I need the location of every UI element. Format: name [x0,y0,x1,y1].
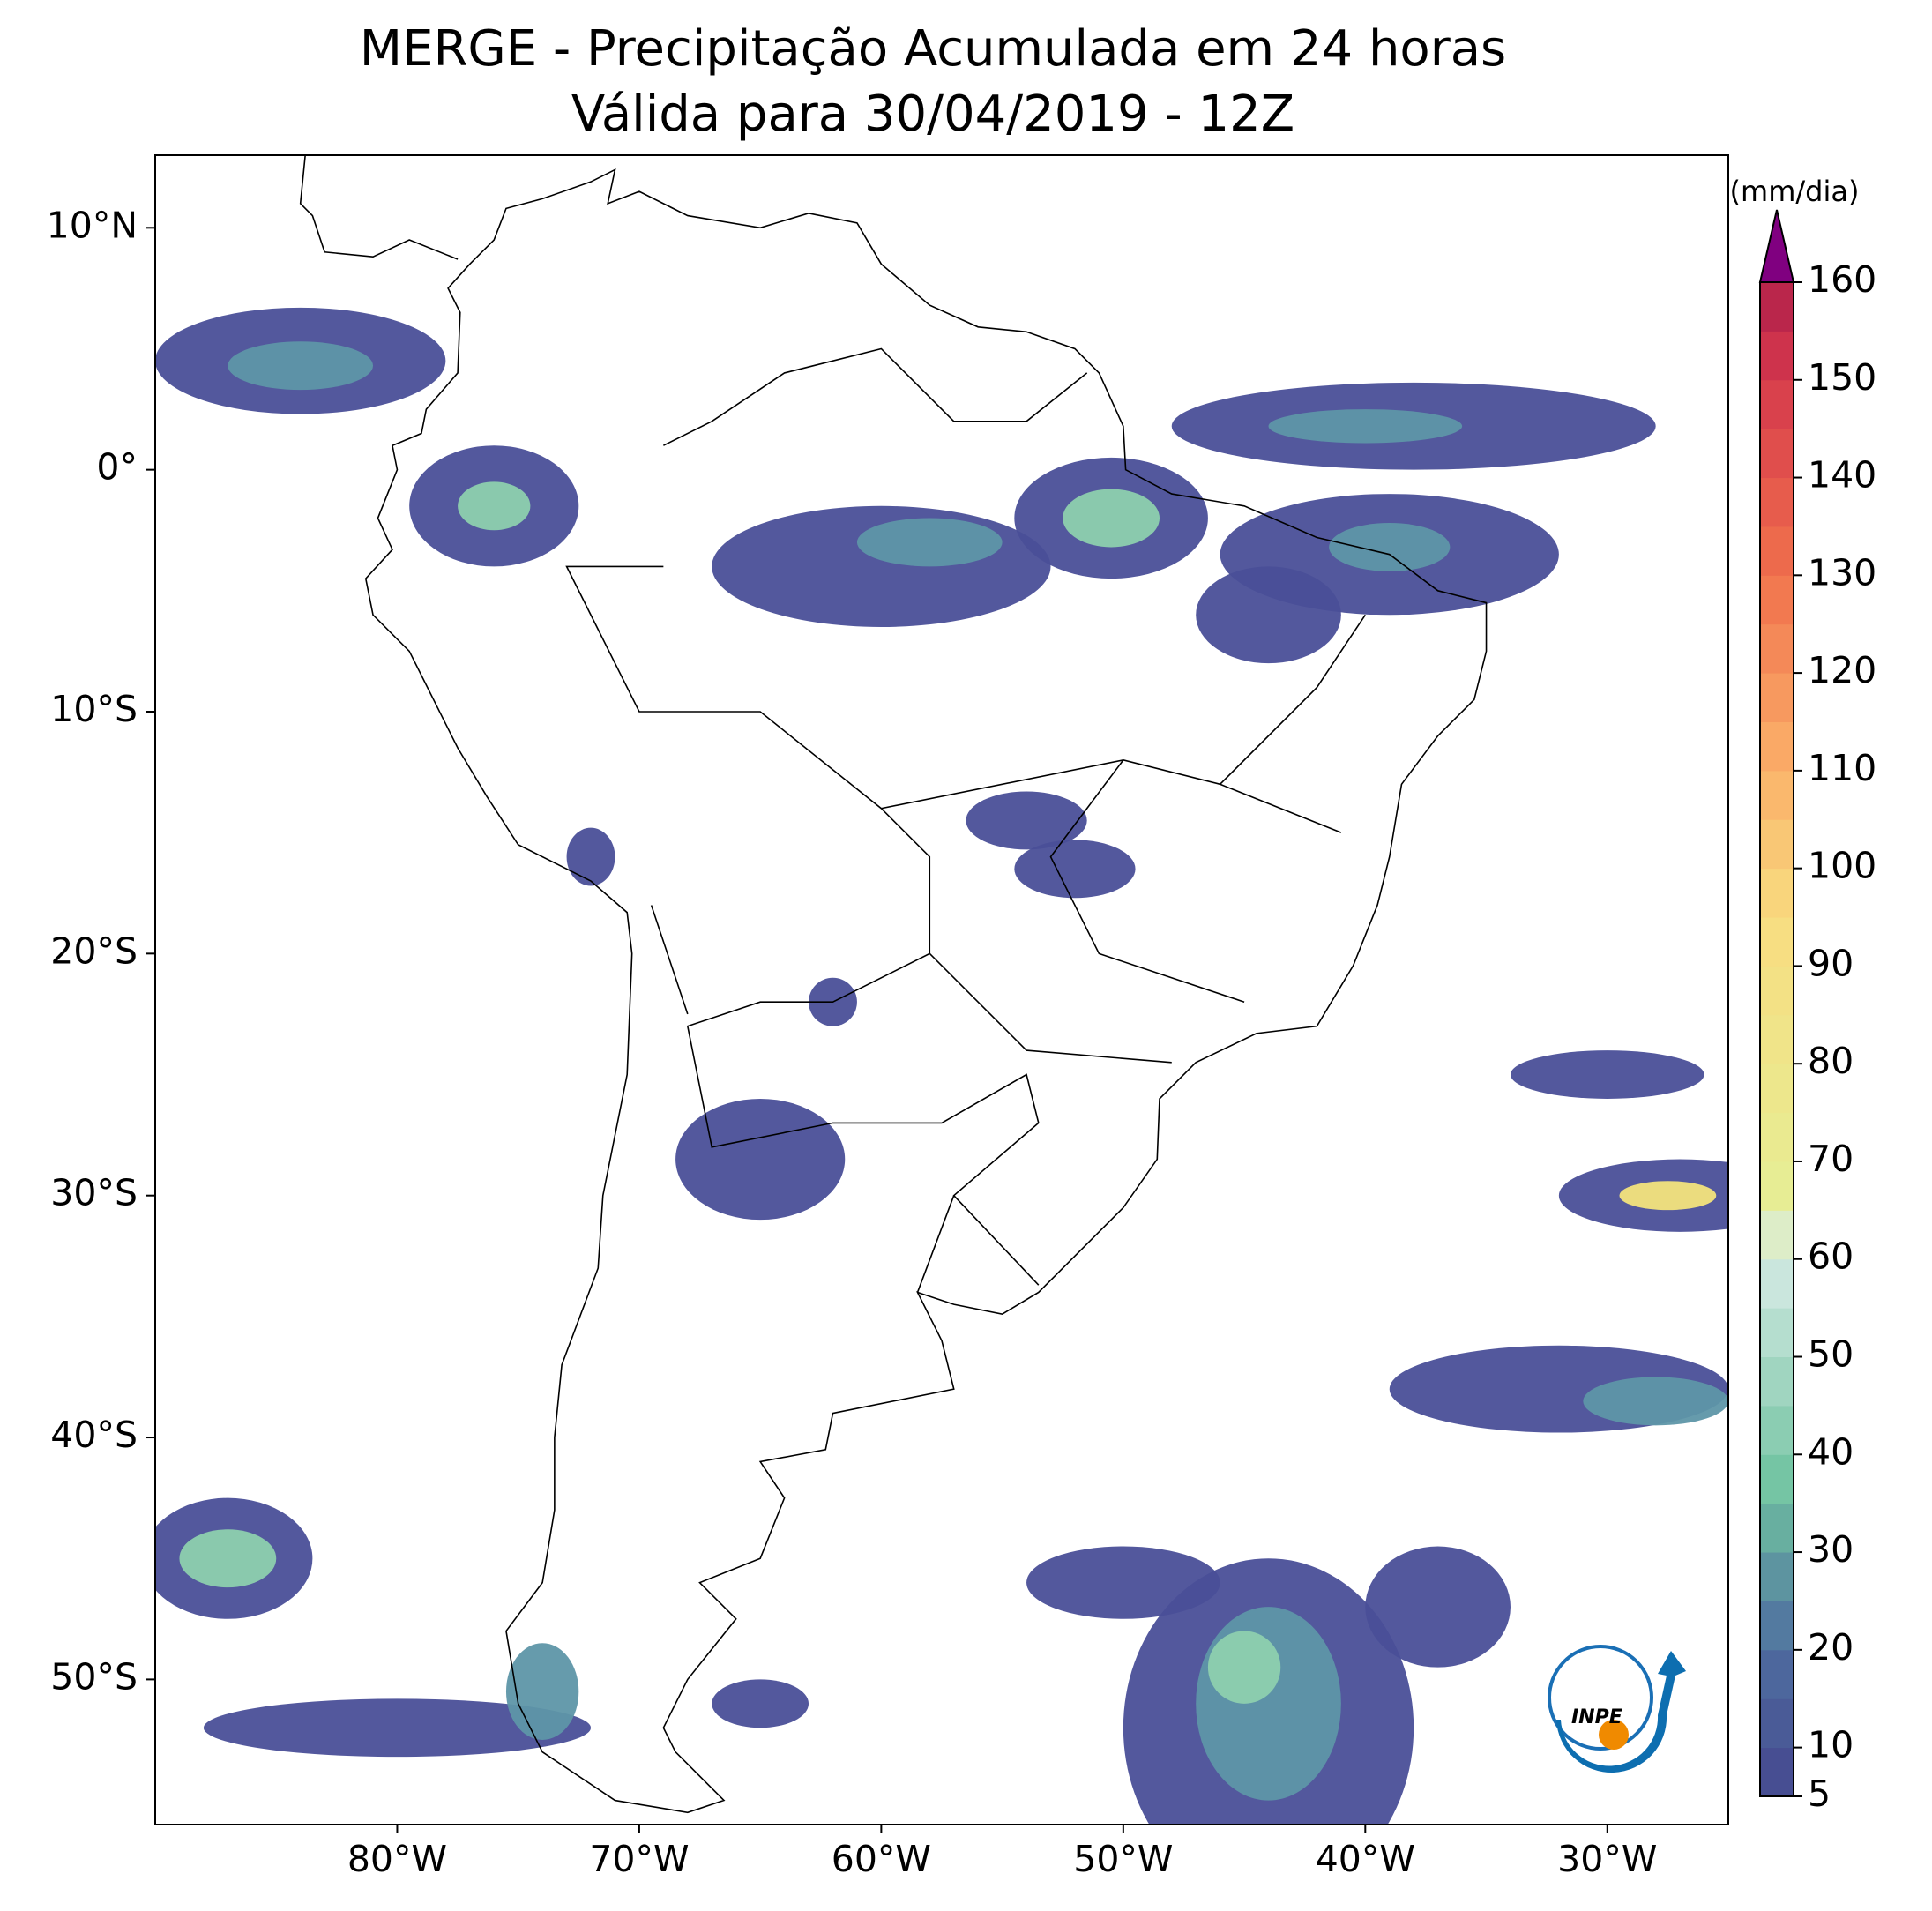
colorbar-band [1760,1454,1794,1504]
x-tick-label: 40°W [1316,1838,1415,1880]
colorbar-band [1760,917,1794,967]
rain-area [179,1529,277,1588]
colorbar-tick-label: 5 [1808,1773,1831,1815]
colorbar-band [1760,1601,1794,1651]
title: MERGE - Precipitação Acumulada em 24 hor… [360,20,1506,78]
colorbar-band [1760,379,1794,429]
colorbar-band [1760,721,1794,772]
colorbar-tick-label: 30 [1808,1528,1854,1571]
colorbar-band [1760,819,1794,870]
colorbar-tick-label: 140 [1808,454,1876,496]
rain-area [566,827,615,886]
colorbar-band [1760,477,1794,527]
colorbar-band [1760,623,1794,674]
rain-area [1063,489,1160,548]
y-tick-label: 10°S [50,688,138,730]
colorbar-band [1760,966,1794,1016]
rain-area [1014,840,1136,899]
rain-area [505,1643,579,1740]
colorbar-band [1760,1552,1794,1601]
colorbar-band [1760,1014,1794,1064]
rain-area [966,791,1087,850]
rain-area [1196,566,1341,664]
rain-area [1329,523,1451,571]
y-tick-label: 10°N [47,204,138,246]
subtitle: Válida para 30/04/2019 - 12Z [571,86,1294,143]
rain-area [203,1698,592,1758]
colorbar-tick-label: 90 [1808,942,1854,984]
colorbar-label: (mm/dia) [1730,175,1860,208]
colorbar-extend [1758,209,1795,283]
colorbar: 5 10 20 30 40 50 60 70 80 90 100 110 120 130 140 150 160 [1758,209,1876,1815]
y-tick-label: 0° [96,446,138,489]
rain-area [1026,1546,1220,1619]
rain-area [712,1679,809,1728]
colorbar-tick-label: 50 [1808,1333,1854,1376]
rain-area [675,1098,846,1221]
colorbar-band [1760,429,1794,479]
colorbar-band [1760,770,1794,820]
colorbar-tick-label: 150 [1808,356,1876,399]
x-tick-label: 50°W [1073,1838,1173,1880]
rain-area [1196,1607,1341,1801]
colorbar-band [1760,526,1794,576]
colorbar-tick-label: 60 [1808,1235,1854,1278]
rain-area [458,481,531,531]
colorbar-band [1760,1405,1794,1455]
colorbar-band [1760,1308,1794,1358]
colorbar-band [1760,868,1794,918]
rain-area [1365,1546,1511,1668]
y-tick-label: 50°S [50,1655,138,1698]
colorbar-band [1760,1258,1794,1309]
colorbar-band [1760,1649,1794,1699]
x-tick-label: 60°W [832,1838,931,1880]
colorbar-band [1760,1112,1794,1162]
colorbar-band [1760,1698,1794,1749]
rain-area [228,341,374,391]
borders [567,348,1366,1292]
rain-area [1207,1631,1281,1704]
colorbar-band [1760,1503,1794,1553]
colorbar-frame [1759,281,1794,1797]
colorbar-tick-label: 40 [1808,1430,1854,1473]
colorbar-band [1760,1161,1794,1211]
inpe-logo: INPE [1548,1645,1686,1773]
colorbar-band [1760,1064,1794,1114]
rain-area [856,518,1003,567]
y-tick-label: 30°S [50,1172,138,1214]
logo-text: INPE [1571,1706,1622,1728]
rain-area [712,505,1051,627]
colorbar-band [1760,1747,1794,1797]
coastline [301,131,1487,1813]
geo-layer [155,131,1728,1825]
y-tick-label: 20°S [50,929,138,972]
colorbar-tick-label: 70 [1808,1138,1854,1180]
colorbar-band [1760,673,1794,722]
colorbar-band [1760,1356,1794,1407]
rain-area [1583,1377,1728,1426]
colorbar-band [1760,575,1794,625]
colorbar-tick-label: 100 [1808,845,1876,887]
rain-area [1268,409,1463,444]
rain-area [1510,1050,1704,1099]
map-frame [154,154,1729,1825]
colorbar-tick-label: 80 [1808,1040,1854,1082]
colorbar-tick-label: 20 [1808,1626,1854,1668]
colorbar-band [1760,331,1794,381]
rain-area [1619,1181,1717,1211]
x-tick-label: 30°W [1557,1838,1657,1880]
colorbar-tick-label: 120 [1808,649,1876,691]
y-tick-label: 40°S [50,1414,138,1456]
colorbar-tick-label: 10 [1808,1724,1854,1766]
x-tick-label: 70°W [589,1838,689,1880]
colorbar-tick-label: 130 [1808,551,1876,593]
colorbar-band [1760,282,1794,332]
colorbar-band [1760,1210,1794,1260]
map-area [155,131,1728,1825]
precipitation [155,307,1728,1825]
colorbar-tick-label: 160 [1808,258,1876,301]
x-tick-label: 80°W [347,1838,447,1880]
colorbar-tick-label: 110 [1808,747,1876,789]
